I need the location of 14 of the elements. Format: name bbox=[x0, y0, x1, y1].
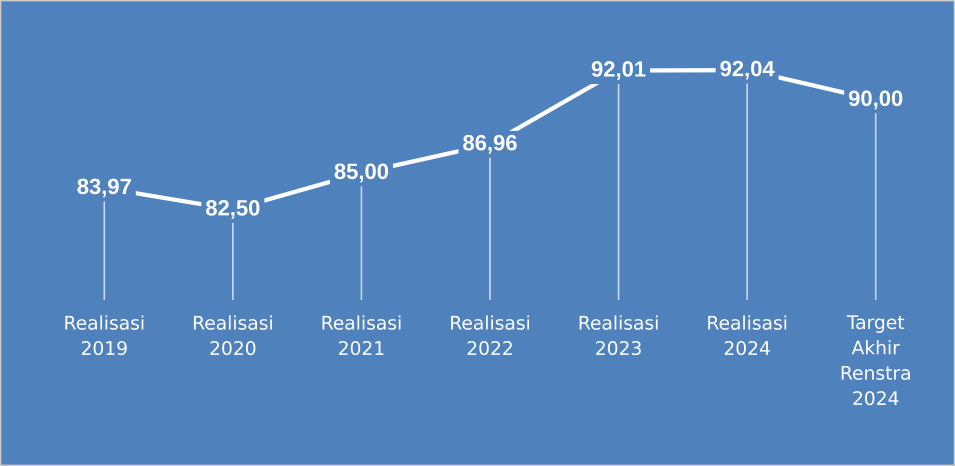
x-tick-label: Target Akhir Renstra 2024 bbox=[842, 315, 910, 406]
x-tick-label: Realisasi 2019 bbox=[65, 315, 144, 356]
data-label: 92,04 bbox=[720, 60, 775, 80]
x-tick-label: Realisasi 2020 bbox=[194, 315, 272, 356]
data-label: 83,97 bbox=[77, 178, 131, 198]
x-tick-label: Realisasi 2021 bbox=[322, 315, 400, 356]
x-tick-label: Realisasi 2024 bbox=[708, 315, 786, 356]
data-label: 90,00 bbox=[848, 90, 902, 110]
data-label: 82,50 bbox=[206, 200, 260, 219]
x-tick-label: Realisasi 2022 bbox=[451, 315, 530, 356]
data-label: 86,96 bbox=[463, 134, 517, 154]
data-label: 85,00 bbox=[334, 164, 388, 182]
x-tick-label: Realisasi 2023 bbox=[580, 315, 658, 356]
data-label: 92,01 bbox=[592, 61, 646, 80]
